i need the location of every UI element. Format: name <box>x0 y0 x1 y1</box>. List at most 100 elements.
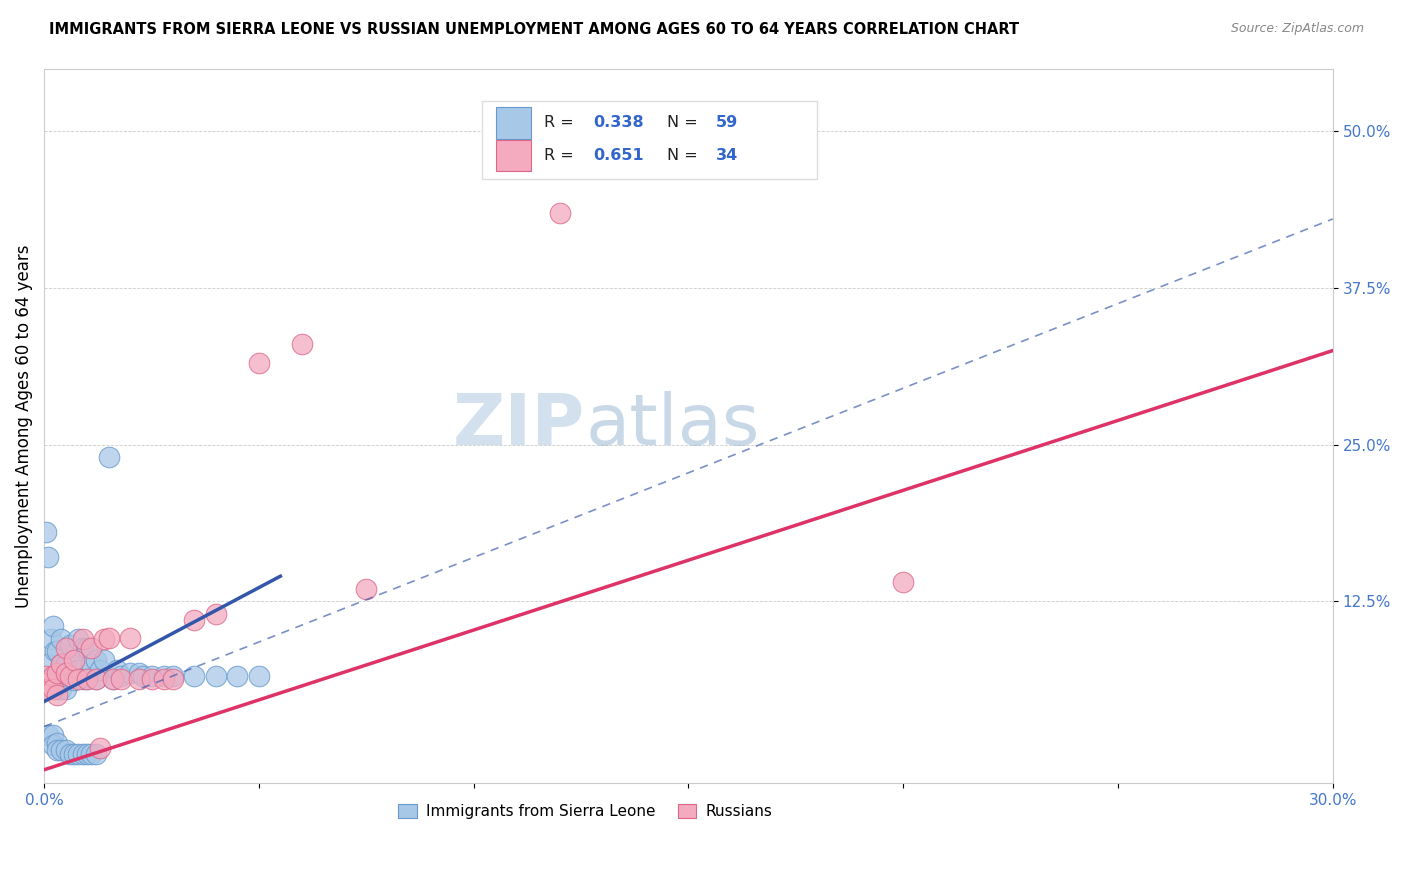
Point <box>183 669 205 683</box>
Point <box>41 619 63 633</box>
Point <box>63 673 86 688</box>
Point <box>128 672 150 686</box>
Point <box>247 356 270 370</box>
Point <box>72 640 94 655</box>
Point <box>39 632 62 646</box>
Point <box>153 672 176 686</box>
Point <box>37 550 59 565</box>
Point <box>55 640 77 655</box>
Y-axis label: Unemployment Among Ages 60 to 64 years: Unemployment Among Ages 60 to 64 years <box>15 244 32 607</box>
Point <box>41 728 63 742</box>
Point <box>51 681 73 696</box>
Point <box>46 681 69 696</box>
Point <box>35 669 58 683</box>
Text: atlas: atlas <box>585 392 759 460</box>
Point <box>67 632 90 646</box>
Legend: Immigrants from Sierra Leone, Russians: Immigrants from Sierra Leone, Russians <box>392 798 779 825</box>
Point <box>46 669 69 683</box>
Point <box>51 657 73 671</box>
Point <box>72 672 94 686</box>
Point <box>141 672 163 686</box>
Point <box>84 672 107 686</box>
Text: 0.338: 0.338 <box>593 115 644 130</box>
Point <box>291 337 314 351</box>
FancyBboxPatch shape <box>482 101 817 179</box>
Point <box>41 669 63 683</box>
Point <box>55 681 77 696</box>
Point <box>72 632 94 646</box>
Point <box>51 743 73 757</box>
Point <box>44 644 66 658</box>
Point <box>63 653 86 667</box>
Point <box>247 669 270 683</box>
Point <box>226 669 249 683</box>
Point <box>153 669 176 683</box>
Text: IMMIGRANTS FROM SIERRA LEONE VS RUSSIAN UNEMPLOYMENT AMONG AGES 60 TO 64 YEARS C: IMMIGRANTS FROM SIERRA LEONE VS RUSSIAN … <box>49 22 1019 37</box>
Point <box>41 681 63 696</box>
Point <box>84 653 107 667</box>
Point <box>63 653 86 667</box>
Point <box>80 657 103 671</box>
Point <box>110 672 132 686</box>
Point <box>72 747 94 762</box>
Point <box>162 672 184 686</box>
Point <box>55 665 77 680</box>
Point <box>76 747 98 762</box>
Point <box>118 631 141 645</box>
Point <box>105 663 128 677</box>
Text: R =: R = <box>544 148 579 163</box>
Point <box>141 669 163 683</box>
Point <box>89 740 111 755</box>
Point <box>46 736 69 750</box>
Point <box>76 640 98 655</box>
Point <box>67 663 90 677</box>
Point <box>63 747 86 762</box>
Point <box>101 672 124 686</box>
Point <box>59 747 82 762</box>
Point <box>59 669 82 683</box>
Point <box>89 663 111 677</box>
Point <box>41 739 63 753</box>
Text: Source: ZipAtlas.com: Source: ZipAtlas.com <box>1230 22 1364 36</box>
FancyBboxPatch shape <box>496 107 531 138</box>
Point <box>183 613 205 627</box>
Point <box>548 205 571 219</box>
Point <box>80 640 103 655</box>
Point <box>55 743 77 757</box>
Point <box>41 669 63 683</box>
Point <box>59 669 82 683</box>
Text: N =: N = <box>666 148 703 163</box>
Point <box>59 638 82 652</box>
Point <box>37 675 59 690</box>
Point <box>37 681 59 696</box>
Point <box>37 728 59 742</box>
Point <box>35 525 58 540</box>
Text: 0.651: 0.651 <box>593 148 644 163</box>
Point <box>118 665 141 680</box>
Point <box>205 669 228 683</box>
Point <box>93 632 115 646</box>
Point <box>67 747 90 762</box>
Text: ZIP: ZIP <box>453 392 585 460</box>
Point <box>97 631 120 645</box>
Point <box>128 665 150 680</box>
Point <box>76 672 98 686</box>
Text: 59: 59 <box>716 115 738 130</box>
Point <box>51 657 73 671</box>
Point <box>93 653 115 667</box>
Point <box>132 669 155 683</box>
Text: R =: R = <box>544 115 579 130</box>
Point <box>84 747 107 762</box>
Point <box>46 688 69 702</box>
Point <box>37 657 59 671</box>
Point <box>46 644 69 658</box>
FancyBboxPatch shape <box>496 140 531 171</box>
Point <box>51 632 73 646</box>
Point <box>97 450 120 464</box>
Point <box>162 669 184 683</box>
Text: 34: 34 <box>716 148 738 163</box>
Point <box>76 672 98 686</box>
Point <box>205 607 228 621</box>
Point <box>46 665 69 680</box>
Point <box>67 672 90 686</box>
